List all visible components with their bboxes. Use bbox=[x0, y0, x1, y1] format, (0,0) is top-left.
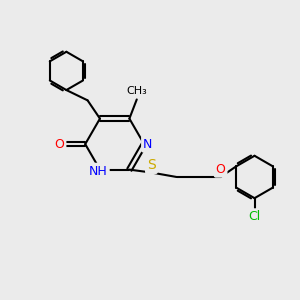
Text: O: O bbox=[216, 163, 226, 176]
Text: CH₃: CH₃ bbox=[126, 85, 147, 96]
Text: N: N bbox=[143, 138, 152, 151]
Text: O: O bbox=[55, 138, 64, 151]
Text: S: S bbox=[147, 158, 156, 172]
Text: Cl: Cl bbox=[248, 210, 261, 223]
Text: NH: NH bbox=[89, 165, 108, 178]
